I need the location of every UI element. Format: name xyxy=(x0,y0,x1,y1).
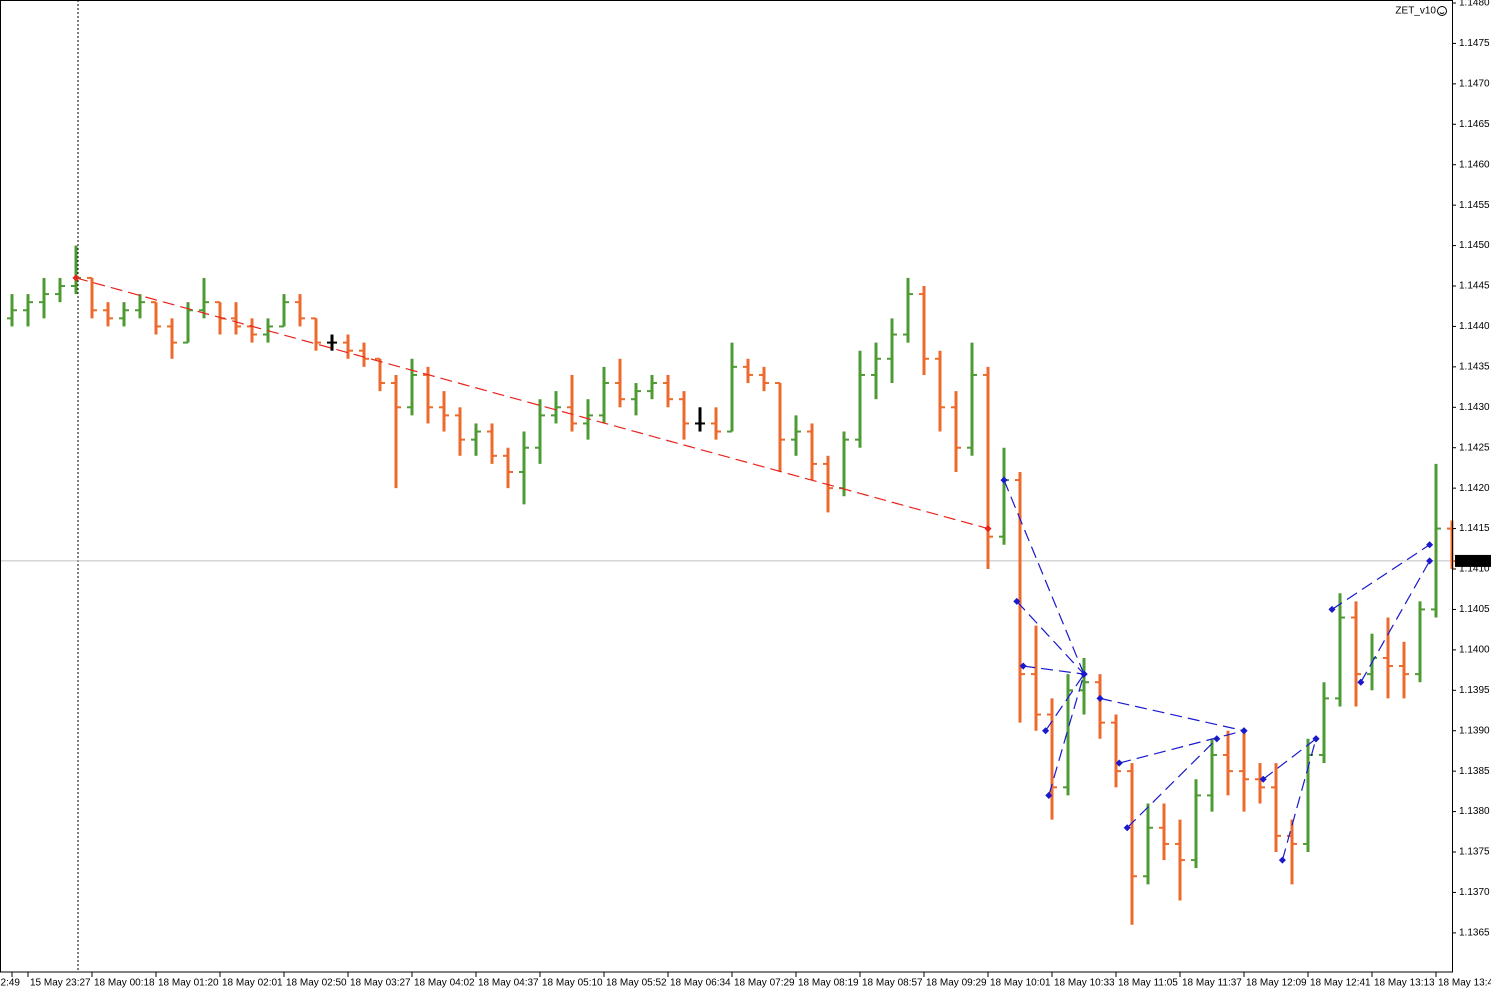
y-tick-label: 1.1415 xyxy=(1459,523,1490,534)
x-tick-label: 18 May 08:19 xyxy=(798,978,859,989)
y-tick-label: 1.1420 xyxy=(1459,483,1490,494)
x-tick-label: 15 May 23:27 xyxy=(30,978,91,989)
y-tick-label: 1.1370 xyxy=(1459,887,1490,898)
trendline xyxy=(1099,697,1245,732)
trendline xyxy=(1360,560,1431,683)
x-tick-label: 18 May 02:50 xyxy=(286,978,347,989)
trendline xyxy=(75,277,989,530)
trendline xyxy=(1331,544,1430,610)
x-tick-label: 18 May 03:27 xyxy=(350,978,411,989)
y-tick-label: 1.1445 xyxy=(1459,281,1490,292)
x-tick-label: 18 May 12:09 xyxy=(1246,978,1307,989)
trendline xyxy=(1281,738,1317,861)
y-tick-label: 1.1400 xyxy=(1459,645,1490,656)
x-tick-label: 18 May 09:29 xyxy=(926,978,987,989)
x-tick-label: 18 May 08:57 xyxy=(862,978,923,989)
y-tick-label: 1.1475 xyxy=(1459,38,1490,49)
trendline-point xyxy=(72,274,80,282)
x-tick-label: 18 May 04:02 xyxy=(414,978,475,989)
y-tick-label: 1.1450 xyxy=(1459,240,1490,251)
y-tick-label: 1.1405 xyxy=(1459,604,1490,615)
trendline xyxy=(1262,738,1317,780)
y-tick-label: 1.1365 xyxy=(1459,928,1490,939)
x-tick-label: 18 May 10:33 xyxy=(1054,978,1115,989)
trendline xyxy=(1048,673,1085,796)
y-tick-label: 1.1480 xyxy=(1459,0,1490,9)
trendline-point xyxy=(1013,597,1021,605)
x-tick-label: 18 May 12:41 xyxy=(1310,978,1371,989)
x-tick-label: 18 May 13:13 xyxy=(1374,978,1435,989)
x-tick-label: 18 May 05:52 xyxy=(606,978,667,989)
y-tick-label: 1.1380 xyxy=(1459,806,1490,817)
y-tick-label: 1.1395 xyxy=(1459,685,1490,696)
x-tick-label: 18 May 11:37 xyxy=(1182,978,1242,989)
x-tick-label: 18 May 05:10 xyxy=(542,978,603,989)
x-tick-label: 18 May 01:20 xyxy=(158,978,219,989)
y-tick-label: 1.1465 xyxy=(1459,119,1490,130)
y-tick-label: 1.1390 xyxy=(1459,725,1490,736)
trendline-point xyxy=(984,525,992,533)
plot-frame xyxy=(0,0,1453,973)
bars-layer xyxy=(7,245,1457,925)
price-label: 1.1411 xyxy=(1458,556,1488,567)
y-tick-label: 1.1375 xyxy=(1459,847,1490,858)
x-tick-label: 18 May 13:45 xyxy=(1438,978,1491,989)
trendline xyxy=(1119,730,1245,764)
y-tick-label: 1.1425 xyxy=(1459,442,1490,453)
trendline xyxy=(1016,600,1085,675)
x-tick-label: 18 May 00:18 xyxy=(94,978,155,989)
indicator-title: ZET_v10 xyxy=(1395,6,1436,17)
x-tick-label: 22:49 xyxy=(0,978,20,989)
x-tick-label: 18 May 10:01 xyxy=(990,978,1051,989)
y-tick-label: 1.1435 xyxy=(1459,362,1490,373)
y-tick-label: 1.1430 xyxy=(1459,402,1490,413)
y-tick-label: 1.1455 xyxy=(1459,200,1490,211)
x-tick-label: 18 May 11:05 xyxy=(1118,978,1178,989)
y-tick-label: 1.1410 xyxy=(1459,564,1490,575)
y-tick-label: 1.1460 xyxy=(1459,159,1490,170)
price-label-box xyxy=(1455,554,1491,567)
x-tick-label: 18 May 06:34 xyxy=(670,978,731,989)
trendline-point xyxy=(1019,662,1027,670)
trendline-point xyxy=(1000,476,1008,484)
x-tick-label: 18 May 04:37 xyxy=(478,978,539,989)
trendline xyxy=(1045,673,1085,732)
y-tick-label: 1.1440 xyxy=(1459,321,1490,332)
x-tick-label: 18 May 02:01 xyxy=(222,978,283,989)
trendline xyxy=(1023,665,1085,675)
x-tick-label: 18 May 07:29 xyxy=(734,978,795,989)
y-tick-label: 1.1385 xyxy=(1459,766,1490,777)
trendline xyxy=(1126,738,1218,829)
smiley-icon xyxy=(1437,6,1447,16)
y-tick-label: 1.1470 xyxy=(1459,78,1490,89)
